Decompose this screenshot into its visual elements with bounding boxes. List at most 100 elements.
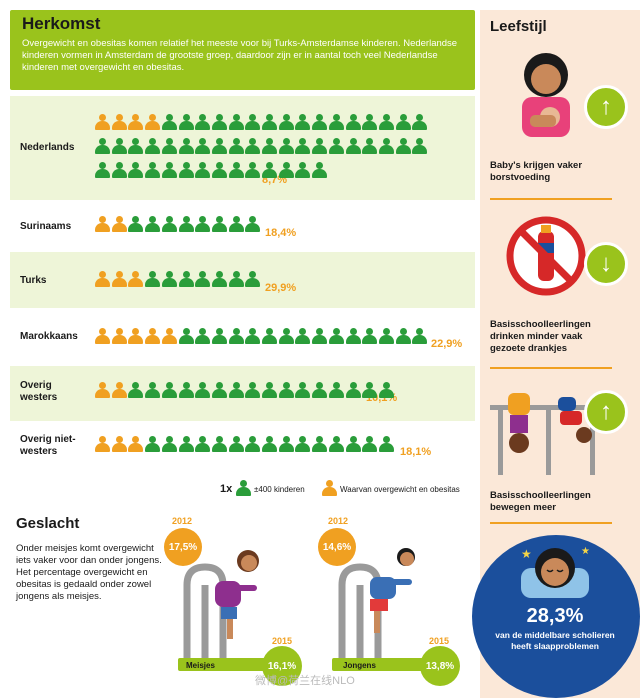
person-icon xyxy=(178,138,194,154)
person-icon xyxy=(211,216,227,232)
arrow-up-icon: ↑ xyxy=(584,85,628,129)
person-icon xyxy=(362,114,378,130)
person-icon xyxy=(128,436,144,452)
person-icon xyxy=(345,436,361,452)
person-icon xyxy=(195,271,211,287)
person-icon xyxy=(312,138,328,154)
person-icon xyxy=(95,328,110,344)
row-pct-turks: 29,9% xyxy=(265,282,297,294)
girls-pct-2015: 16,1% xyxy=(262,646,302,686)
person-icon xyxy=(328,436,344,452)
person-icon xyxy=(245,138,261,154)
herkomst-title: Herkomst xyxy=(22,14,101,33)
person-icon xyxy=(312,328,328,344)
person-icon xyxy=(161,114,177,130)
people-row-overig-niet-westers xyxy=(95,436,405,456)
sleep-text: van de middelbare scholieren heeft slaap… xyxy=(495,630,615,651)
person-icon xyxy=(195,114,211,130)
person-icon xyxy=(345,328,361,344)
person-icon xyxy=(195,162,211,178)
person-icon xyxy=(228,114,244,130)
person-icon xyxy=(145,436,161,452)
person-icon xyxy=(345,138,361,154)
person-icon xyxy=(278,382,294,398)
person-icon xyxy=(328,114,344,130)
breastfeeding-icon xyxy=(522,53,570,137)
person-icon xyxy=(228,216,244,232)
person-icon xyxy=(328,328,344,344)
person-icon xyxy=(95,216,110,232)
person-icon xyxy=(278,138,294,154)
boys-pct-2015: 13,8% xyxy=(420,646,460,686)
person-icon xyxy=(211,114,227,130)
leefstijl-divider xyxy=(490,522,612,524)
person-icon xyxy=(161,138,177,154)
person-icon xyxy=(245,162,261,178)
boys-ground xyxy=(332,658,442,671)
person-icon xyxy=(161,382,177,398)
person-icon xyxy=(145,328,161,344)
leefstijl-caption-drinks: Basisschoolleerlingen drinken minder vaa… xyxy=(490,319,591,354)
person-icon xyxy=(145,162,161,178)
person-icon xyxy=(211,162,227,178)
person-icon xyxy=(378,328,394,344)
person-icon xyxy=(262,382,277,398)
person-icon xyxy=(412,114,428,130)
boy-on-bars-icon xyxy=(338,548,415,663)
row-label-overig-niet-westers: Overig niet-westers xyxy=(20,434,76,457)
person-icon xyxy=(195,138,211,154)
person-icon xyxy=(362,138,378,154)
row-pct-marokkaans: 22,9% xyxy=(431,338,463,350)
person-icon xyxy=(312,436,328,452)
person-icon xyxy=(295,436,311,452)
person-icon xyxy=(262,436,277,452)
person-icon xyxy=(395,114,411,130)
person-icon xyxy=(378,382,394,398)
person-icon xyxy=(278,328,294,344)
person-icon xyxy=(111,114,127,130)
leefstijl-divider xyxy=(490,198,612,200)
person-icon xyxy=(262,328,277,344)
sleeping-girl-icon: ★ ★ xyxy=(521,546,590,598)
person-icon xyxy=(178,382,194,398)
person-icon xyxy=(412,138,428,154)
person-icon xyxy=(111,216,127,232)
people-row-turks xyxy=(95,271,265,291)
person-icon xyxy=(145,271,161,287)
person-icon xyxy=(128,382,144,398)
person-icon xyxy=(178,271,194,287)
person-icon xyxy=(145,114,161,130)
leefstijl-caption-breastfeeding: Baby's krijgen vaker borstvoeding xyxy=(490,160,583,183)
person-icon xyxy=(111,162,127,178)
legend-person-icon xyxy=(236,480,251,496)
person-icon xyxy=(262,162,277,178)
person-icon xyxy=(161,162,177,178)
person-icon xyxy=(178,436,194,452)
person-icon xyxy=(95,382,110,398)
herkomst-header xyxy=(10,10,475,90)
person-icon xyxy=(328,138,344,154)
arrow-down-icon: ↓ xyxy=(584,242,628,286)
person-icon xyxy=(295,382,311,398)
person-icon xyxy=(278,114,294,130)
person-icon xyxy=(178,114,194,130)
person-icon xyxy=(328,382,344,398)
legend-orange-text: Waarvan overgewicht en obesitas xyxy=(340,485,460,494)
geslacht-title: Geslacht xyxy=(16,515,80,532)
person-icon xyxy=(245,114,261,130)
watermark: 微博@荷兰在线NLO xyxy=(255,675,355,687)
person-icon xyxy=(245,382,261,398)
person-icon xyxy=(378,436,394,452)
people-row-nederlands xyxy=(95,114,430,186)
person-icon xyxy=(211,271,227,287)
person-icon xyxy=(312,382,328,398)
person-icon xyxy=(262,138,277,154)
person-icon xyxy=(178,162,194,178)
person-icon xyxy=(295,162,311,178)
row-label-surinaams: Surinaams xyxy=(20,221,72,232)
person-icon xyxy=(195,328,211,344)
geslacht-text: Onder meisjes komt overgewicht iets vake… xyxy=(16,543,162,602)
person-icon xyxy=(128,114,144,130)
boys-label: Jongens xyxy=(343,661,376,670)
person-icon xyxy=(128,216,144,232)
